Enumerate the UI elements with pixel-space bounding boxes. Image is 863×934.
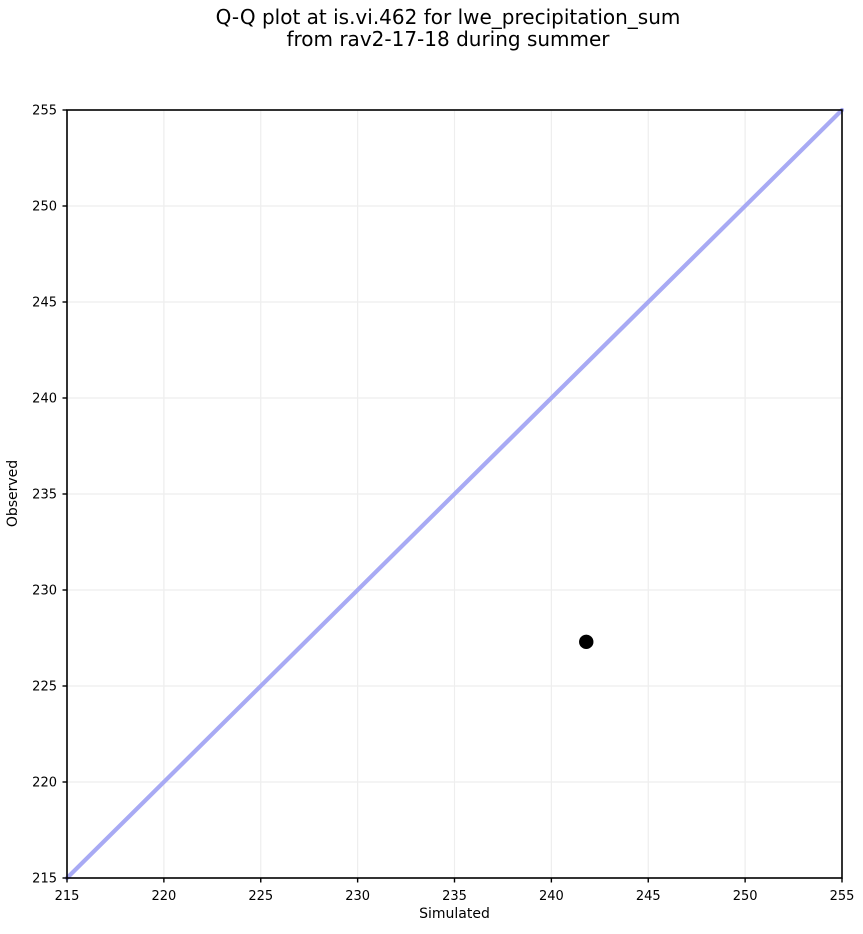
y-tick-label: 225	[32, 680, 57, 695]
x-tick-label: 230	[345, 889, 370, 904]
x-tick-label: 255	[830, 889, 855, 904]
x-axis-label: Simulated	[419, 906, 490, 922]
x-tick-label: 245	[636, 889, 661, 904]
x-tick-label: 215	[55, 889, 80, 904]
y-tick-label: 240	[32, 392, 57, 407]
y-tick-label: 220	[32, 776, 57, 791]
y-tick-label: 235	[32, 488, 57, 503]
x-tick-label: 220	[151, 889, 176, 904]
x-tick-label: 225	[248, 889, 273, 904]
data-point	[579, 634, 594, 650]
y-tick-label: 255	[32, 104, 57, 119]
x-tick-label: 250	[733, 889, 758, 904]
series-layer	[64, 107, 845, 881]
y-tick-label: 215	[32, 872, 57, 887]
chart-title-line1: Q-Q plot at is.vi.462 for lwe_precipitat…	[216, 5, 681, 29]
ticks-layer	[62, 109, 843, 883]
chart-title-line2: from rav2-17-18 during summer	[286, 27, 610, 51]
x-tick-label: 240	[539, 889, 564, 904]
y-axis-label: Observed	[5, 460, 21, 527]
tick-labels-layer: 215 220 225 230 235 240 245 250 255 215 220 225 230 2…	[32, 104, 854, 904]
y-tick-label: 230	[32, 584, 57, 599]
identity-line	[64, 107, 845, 881]
y-tick-label: 250	[32, 200, 57, 215]
y-tick-label: 245	[32, 296, 57, 311]
x-tick-label: 235	[442, 889, 467, 904]
